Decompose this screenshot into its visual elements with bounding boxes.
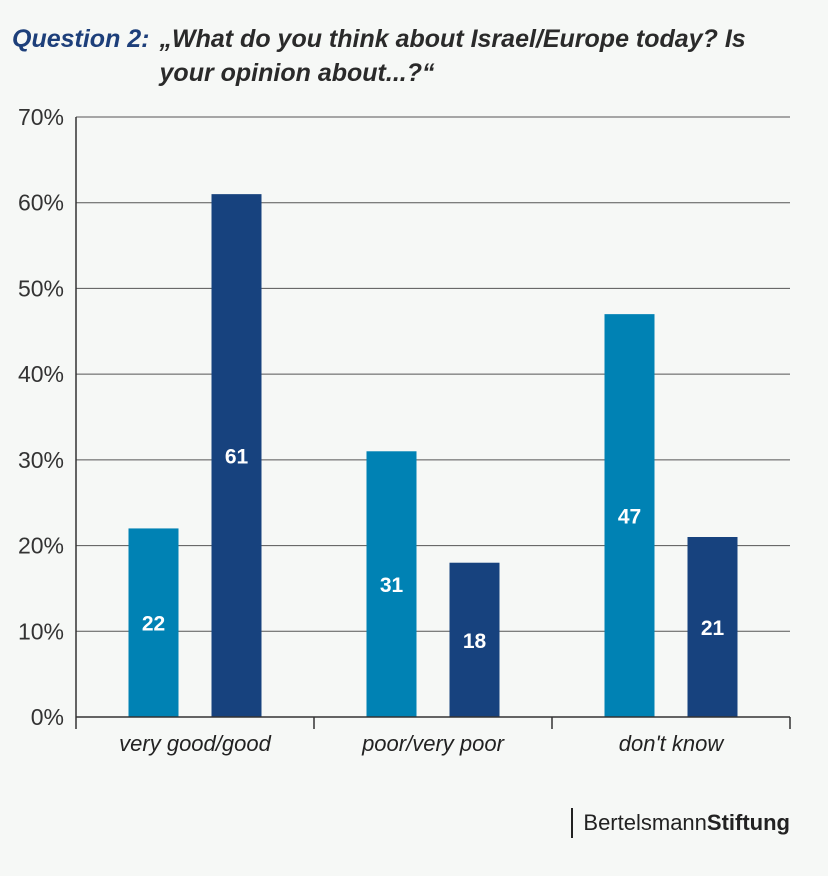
- bar-labels: 22 61 31 18 47 21: [142, 446, 725, 653]
- y-tick-label: 50%: [18, 275, 64, 301]
- brand-divider: [571, 808, 574, 838]
- question-text: „What do you think about Israel/Europe t…: [159, 25, 746, 87]
- y-tick-label: 10%: [18, 618, 64, 644]
- brand-name-regular: Bertelsmann: [583, 810, 707, 835]
- bar: [449, 562, 500, 717]
- y-tick-label: 40%: [18, 361, 64, 387]
- y-tick-label: 20%: [18, 533, 64, 559]
- x-category-label: don't know: [619, 731, 726, 756]
- x-category-label: very good/good: [119, 731, 271, 756]
- bar: [687, 537, 738, 717]
- bar-value-label: 31: [380, 574, 404, 597]
- question-label: Question 2:: [12, 25, 150, 53]
- chart-title: Question 2: „What do you think about Isr…: [12, 22, 812, 90]
- x-category-label: poor/very poor: [361, 731, 506, 756]
- bar-value-label: 18: [463, 630, 487, 653]
- bar-value-label: 21: [701, 617, 725, 640]
- bar-value-label: 22: [142, 613, 165, 636]
- x-axis: very good/good poor/very poor don't know: [75, 117, 791, 756]
- bar: [211, 194, 262, 718]
- y-tick-label: 30%: [18, 447, 64, 473]
- y-tick-label: 60%: [18, 190, 64, 216]
- y-tick-label: 70%: [18, 104, 64, 130]
- bar: [128, 528, 179, 717]
- brand-logo: Bertelsmann Stiftung: [571, 808, 790, 838]
- bars: [128, 194, 738, 718]
- y-axis-ticks: 0% 10% 20% 30% 40% 50% 60% 70%: [18, 104, 64, 730]
- bar-value-label: 61: [225, 446, 249, 469]
- y-tick-label: 0%: [31, 704, 64, 730]
- grid-lines: [76, 116, 790, 632]
- bar-value-label: 47: [618, 506, 641, 529]
- brand-name-bold: Stiftung: [706, 810, 790, 835]
- bar: [604, 314, 655, 717]
- bar: [366, 451, 417, 717]
